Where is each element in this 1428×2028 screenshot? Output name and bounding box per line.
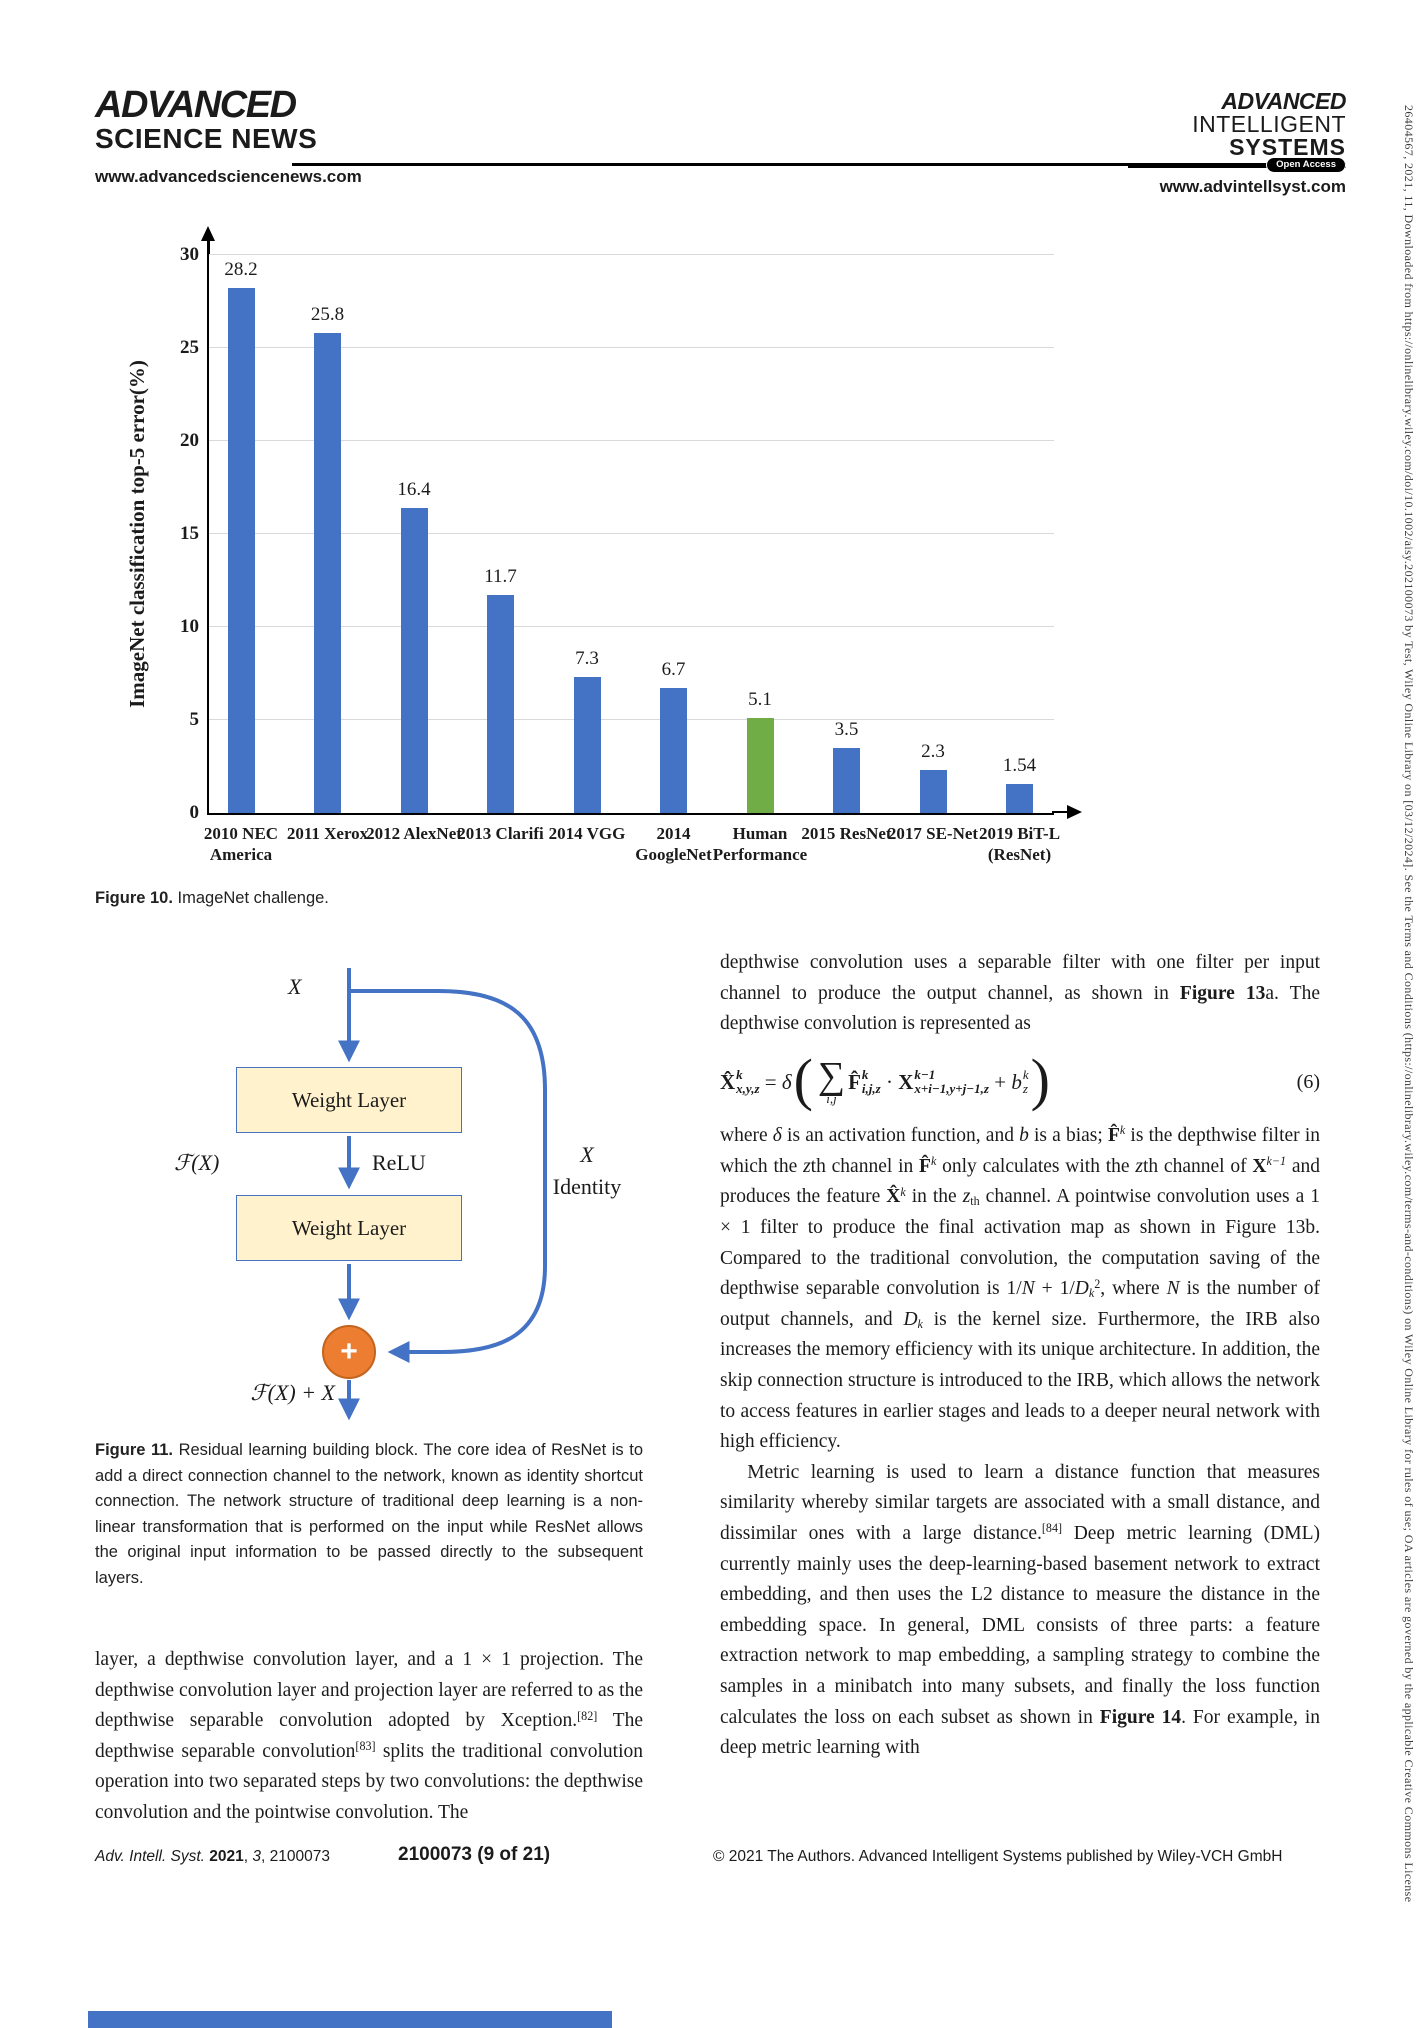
bar-5 xyxy=(660,688,687,813)
bar-6 xyxy=(746,718,774,813)
figure11-caption-text: Residual learning building block. The co… xyxy=(95,1441,643,1587)
open-access-badge: Open Access xyxy=(1266,157,1346,173)
footer-copyright: © 2021 The Authors. Advanced Intelligent… xyxy=(713,1848,1283,1865)
relu-label: ReLU xyxy=(372,1150,426,1175)
ais-logo-line1: ADVANCED xyxy=(1221,88,1346,114)
bar-category-label: 2014 VGG xyxy=(548,824,626,843)
bar-category-label: 2012 AlexNet xyxy=(366,824,462,843)
ais-logo-bar: Open Access xyxy=(1128,157,1346,173)
bar-value-label: 6.7 xyxy=(661,659,686,681)
bar-category-label: 2015 ResNet xyxy=(801,824,892,843)
right-paragraph-3: Metric learning is used to learn a dista… xyxy=(720,1461,1320,1759)
identity-label: Identity xyxy=(552,1174,622,1199)
bar-category-label: 2010 NEC America xyxy=(203,824,279,865)
figure11-diagram: X Weight Layer ℱ(X) ReLU X Identity Weig… xyxy=(150,950,710,1440)
figure10-caption-text: ImageNet challenge. xyxy=(172,889,329,907)
y-tick-label: 15 xyxy=(180,523,199,544)
bar-1 xyxy=(314,333,341,813)
bar-value-label: 28.2 xyxy=(224,259,258,281)
bar-value-label: 5.1 xyxy=(748,689,772,711)
chart-y-axis-label: ImageNet classification top-5 error(%) xyxy=(125,360,149,708)
footer-page-info: 2100073 (9 of 21) xyxy=(398,1844,551,1865)
next-page-banner-strip xyxy=(88,2011,612,2028)
figure10-caption-label: Figure 10. xyxy=(95,889,173,907)
y-tick-label: 5 xyxy=(189,709,200,730)
bar-value-label: 11.7 xyxy=(484,566,517,588)
bar-8 xyxy=(919,770,947,813)
download-license-note: 26404567, 2021, 11, Downloaded from http… xyxy=(1402,105,1416,1903)
bar-category-label: 2019 BiT-L (ResNet) xyxy=(978,824,1061,865)
gridline xyxy=(209,440,1054,441)
advanced-science-news-logo: ADVANCED SCIENCE NEWS www.advancedscienc… xyxy=(95,86,362,187)
bar-category-label: 2014 GoogleNet xyxy=(635,824,712,865)
bar-value-label: 3.5 xyxy=(834,718,859,740)
y-tick-label: 0 xyxy=(189,802,200,823)
bar-2 xyxy=(400,507,428,813)
bar-value-label: 1.54 xyxy=(1002,755,1037,777)
residual-block-arrows xyxy=(338,968,547,1421)
footer-journal-ref: Adv. Intell. Syst. 2021, 3, 2100073 xyxy=(95,1848,330,1865)
gridline xyxy=(209,533,1054,534)
bar-value-label: 16.4 xyxy=(397,478,431,500)
identity-x-label: X xyxy=(580,1142,594,1167)
asn-logo-line2: SCIENCE NEWS xyxy=(95,123,318,154)
asn-logo-line1: ADVANCED xyxy=(95,84,297,126)
y-tick-label: 20 xyxy=(180,430,199,451)
figure11-caption: Figure 11. Residual learning building bl… xyxy=(95,1438,643,1591)
bar-0 xyxy=(227,288,255,813)
figure11-caption-label: Figure 11. xyxy=(95,1441,174,1459)
left-column-paragraph: layer, a depthwise convolution layer, an… xyxy=(95,1649,643,1824)
figure10-chart: ImageNet classification top-5 error(%) 0… xyxy=(95,190,1105,880)
ais-url[interactable]: www.advintellsyst.com xyxy=(1159,177,1346,196)
advanced-intelligent-systems-logo: ADVANCED INTELLIGENT SYSTEMS Open Access… xyxy=(1128,88,1347,197)
weight-layer-box-2: Weight Layer xyxy=(236,1195,462,1261)
asn-url[interactable]: www.advancedsciencenews.com xyxy=(95,167,362,186)
bar-7 xyxy=(833,747,860,813)
ais-logo-line2: INTELLIGENT xyxy=(1192,111,1346,137)
input-x-label: X xyxy=(288,974,302,999)
bar-category-label: 2011 Xerox xyxy=(286,824,369,843)
bar-9 xyxy=(1006,784,1033,813)
fx-label: ℱ(X) xyxy=(174,1150,220,1175)
output-label: ℱ(X) + X xyxy=(250,1380,335,1405)
y-tick-label: 10 xyxy=(180,616,199,637)
y-axis-extension xyxy=(207,238,210,255)
bar-value-label: 2.3 xyxy=(921,741,945,763)
imagenet-chart-plot: 0 5 10 15 20 25 30 28.2 2010 NEC America 25.8 2011… xyxy=(180,244,1060,864)
x-axis-arrowhead xyxy=(1067,805,1082,819)
equation-6-number: (6) xyxy=(1296,1070,1320,1093)
gridline xyxy=(209,626,1054,627)
gridline xyxy=(209,719,1054,720)
gridline xyxy=(209,254,1054,255)
header-rule xyxy=(292,163,1183,166)
plus-node: + xyxy=(322,1325,376,1379)
right-paragraph-2: where δ is an activation function, and b… xyxy=(720,1123,1321,1453)
y-tick-label: 30 xyxy=(180,244,199,265)
bar-4 xyxy=(573,677,601,813)
gridline xyxy=(209,347,1054,348)
bar-category-label: 2017 SE-Net xyxy=(887,824,979,843)
bar-3 xyxy=(487,595,514,813)
bar-value-label: 7.3 xyxy=(575,648,599,670)
figure10-caption: Figure 10. ImageNet challenge. xyxy=(95,886,655,912)
y-axis-arrowhead xyxy=(201,226,215,241)
right-column: depthwise convolution uses a separable f… xyxy=(720,948,1320,1764)
right-paragraph-1: depthwise convolution uses a separable f… xyxy=(720,952,1320,1035)
y-tick-label: 25 xyxy=(180,337,199,358)
bar-value-label: 25.8 xyxy=(310,304,345,326)
ais-logo-line3: SYSTEMS xyxy=(1229,134,1346,160)
weight-layer-box-1: Weight Layer xyxy=(236,1067,462,1133)
bar-category-label: Human Performance xyxy=(712,824,808,865)
x-axis-extension xyxy=(1052,810,1068,813)
bar-category-label: 2013 Clarifi xyxy=(457,824,544,843)
